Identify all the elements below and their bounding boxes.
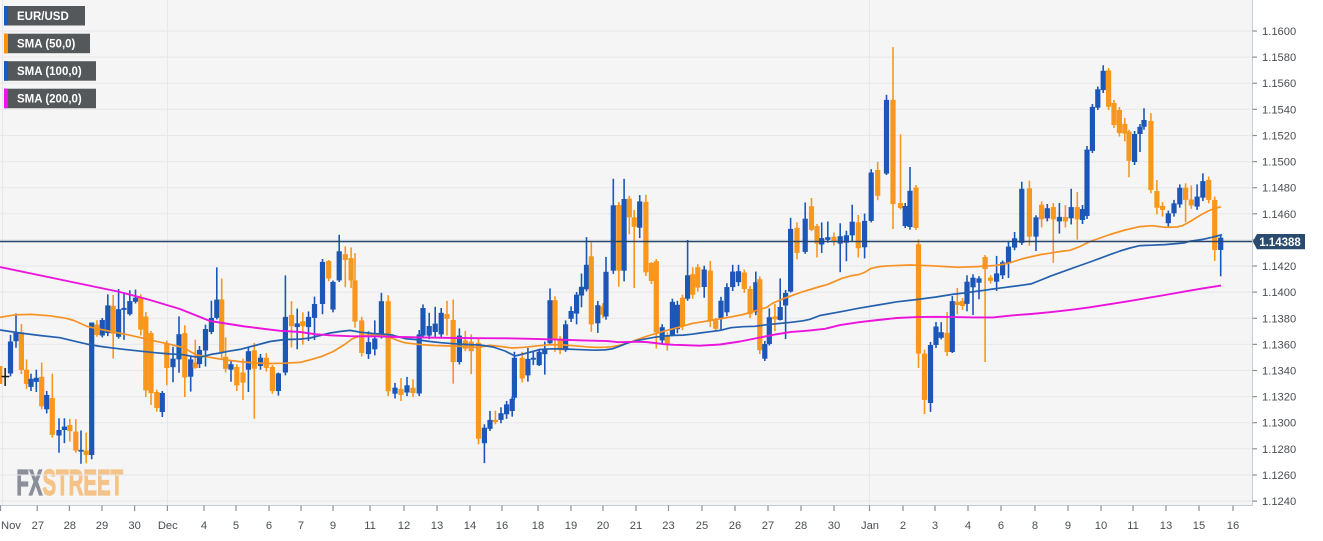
svg-text:3: 3 xyxy=(932,520,938,532)
svg-text:1.1540: 1.1540 xyxy=(1262,104,1296,116)
svg-text:1.1300: 1.1300 xyxy=(1262,418,1296,430)
svg-text:1.1360: 1.1360 xyxy=(1262,339,1296,351)
svg-text:5: 5 xyxy=(233,520,239,532)
svg-text:1.1400: 1.1400 xyxy=(1262,287,1296,299)
svg-text:1.1420: 1.1420 xyxy=(1262,261,1296,273)
svg-text:26: 26 xyxy=(729,520,741,532)
svg-text:29: 29 xyxy=(96,520,108,532)
svg-text:9: 9 xyxy=(330,520,336,532)
svg-text:1.1320: 1.1320 xyxy=(1262,392,1296,404)
svg-text:30: 30 xyxy=(128,520,140,532)
svg-text:1.1280: 1.1280 xyxy=(1262,444,1296,456)
svg-text:11: 11 xyxy=(1127,520,1139,532)
svg-text:27: 27 xyxy=(762,520,774,532)
svg-text:Dec: Dec xyxy=(158,520,178,532)
svg-text:6: 6 xyxy=(266,520,272,532)
svg-text:2: 2 xyxy=(900,520,906,532)
svg-text:16: 16 xyxy=(1227,520,1239,532)
svg-text:SMA (200,0): SMA (200,0) xyxy=(17,94,82,106)
svg-text:13: 13 xyxy=(1160,520,1172,532)
svg-text:Jan: Jan xyxy=(861,520,879,532)
svg-text:18: 18 xyxy=(532,520,544,532)
svg-text:FXSTREET: FXSTREET xyxy=(16,463,123,504)
svg-text:1.1580: 1.1580 xyxy=(1262,52,1296,64)
svg-text:7: 7 xyxy=(298,520,304,532)
svg-text:8: 8 xyxy=(1032,520,1038,532)
svg-text:4: 4 xyxy=(965,520,971,532)
svg-text:1.1240: 1.1240 xyxy=(1262,496,1296,508)
svg-text:20: 20 xyxy=(597,520,609,532)
svg-text:14: 14 xyxy=(464,520,476,532)
svg-text:9: 9 xyxy=(1065,520,1071,532)
svg-text:SMA (100,0): SMA (100,0) xyxy=(17,66,82,78)
svg-text:30: 30 xyxy=(828,520,840,532)
svg-text:1.1340: 1.1340 xyxy=(1262,366,1296,378)
svg-text:16: 16 xyxy=(496,520,508,532)
svg-text:28: 28 xyxy=(795,520,807,532)
svg-text:1.1460: 1.1460 xyxy=(1262,209,1296,221)
svg-text:15: 15 xyxy=(1193,520,1205,532)
svg-text:1.1560: 1.1560 xyxy=(1262,78,1296,90)
svg-text:4: 4 xyxy=(201,520,207,532)
svg-text:1.1380: 1.1380 xyxy=(1262,313,1296,325)
svg-text:13: 13 xyxy=(431,520,443,532)
svg-text:1.1480: 1.1480 xyxy=(1262,183,1296,195)
svg-text:6: 6 xyxy=(998,520,1004,532)
svg-text:1.1600: 1.1600 xyxy=(1262,26,1296,38)
svg-text:1.1520: 1.1520 xyxy=(1262,131,1296,143)
svg-text:21: 21 xyxy=(630,520,642,532)
svg-text:23: 23 xyxy=(662,520,674,532)
svg-text:11: 11 xyxy=(364,520,376,532)
svg-text:19: 19 xyxy=(565,520,577,532)
svg-text:25: 25 xyxy=(696,520,708,532)
svg-text:1.1260: 1.1260 xyxy=(1262,470,1296,482)
svg-text:28: 28 xyxy=(64,520,76,532)
svg-text:12: 12 xyxy=(398,520,410,532)
svg-text:EUR/USD: EUR/USD xyxy=(17,11,69,23)
svg-text:SMA (50,0): SMA (50,0) xyxy=(17,39,76,51)
svg-text:27: 27 xyxy=(32,520,44,532)
svg-text:1.1500: 1.1500 xyxy=(1262,157,1296,169)
svg-text:1.14388: 1.14388 xyxy=(1259,237,1301,249)
svg-text:10: 10 xyxy=(1095,520,1107,532)
svg-text:Nov: Nov xyxy=(1,520,21,532)
